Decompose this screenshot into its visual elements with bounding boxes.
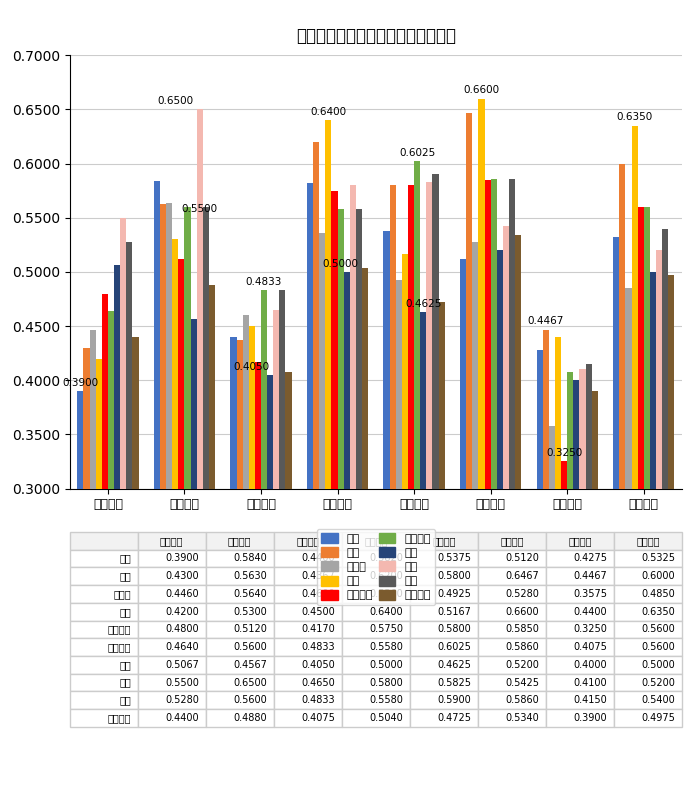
Bar [509, 179, 515, 788]
Bar [120, 217, 126, 788]
Bar [344, 272, 350, 788]
Bar [549, 426, 555, 788]
Bar [166, 203, 172, 788]
Bar [84, 348, 90, 788]
Bar [662, 229, 668, 788]
Bar [491, 179, 497, 788]
Bar [95, 359, 102, 788]
Bar [592, 391, 598, 788]
Bar [114, 265, 120, 788]
Bar [650, 272, 656, 788]
Text: 0.4833: 0.4833 [246, 277, 283, 287]
Bar [126, 241, 132, 788]
Bar [325, 120, 331, 788]
Legend: 华能, 正泰, 中广核, 晶奥, 特变电工, 阳光电源, 晶科, 协鑫, 三峡, 国家电投: 华能, 正泰, 中广核, 晶奥, 特变电工, 阳光电源, 晶科, 协鑫, 三峡,… [317, 529, 435, 605]
Bar [230, 337, 237, 788]
Bar [402, 254, 408, 788]
Text: 0.6400: 0.6400 [310, 107, 347, 117]
Text: 0.4467: 0.4467 [528, 316, 564, 326]
Title: 十大企业八大基地投标平均电价对比: 十大企业八大基地投标平均电价对比 [296, 28, 456, 45]
Bar [191, 319, 197, 788]
Bar [432, 174, 438, 788]
Bar [438, 302, 445, 788]
Bar [656, 251, 662, 788]
Bar [473, 241, 478, 788]
Bar [466, 113, 473, 788]
Bar [350, 185, 356, 788]
Text: 0.3250: 0.3250 [546, 448, 583, 459]
Bar [319, 233, 325, 788]
Bar [396, 280, 402, 788]
Text: 0.3900: 0.3900 [62, 377, 98, 388]
Bar [160, 203, 166, 788]
Text: 0.6500: 0.6500 [157, 96, 193, 106]
Bar [503, 226, 509, 788]
Bar [338, 209, 344, 788]
Bar [267, 375, 274, 788]
Bar [255, 362, 261, 788]
Bar [414, 161, 420, 788]
Bar [390, 185, 396, 788]
Bar [209, 285, 215, 788]
Bar [478, 98, 484, 788]
Bar [668, 274, 674, 788]
Bar [331, 191, 338, 788]
Bar [580, 370, 585, 788]
Bar [585, 364, 592, 788]
Bar [626, 288, 631, 788]
Text: 0.4625: 0.4625 [405, 299, 441, 309]
Bar [537, 351, 543, 788]
Bar [356, 209, 362, 788]
Bar [237, 340, 243, 788]
Text: 0.6350: 0.6350 [617, 113, 653, 122]
Text: 0.4050: 0.4050 [234, 362, 270, 372]
Bar [248, 326, 255, 788]
Bar [543, 329, 549, 788]
Bar [408, 185, 414, 788]
Bar [197, 110, 203, 788]
Bar [420, 313, 427, 788]
Bar [497, 251, 503, 788]
Bar [613, 236, 619, 788]
Bar [383, 231, 390, 788]
Bar [619, 164, 626, 788]
Bar [427, 183, 432, 788]
Bar [274, 310, 279, 788]
Bar [362, 268, 368, 788]
Bar [574, 381, 580, 788]
Bar [172, 240, 178, 788]
Text: 0.5000: 0.5000 [323, 258, 358, 269]
Text: 0.6025: 0.6025 [399, 147, 435, 158]
Bar [460, 258, 466, 788]
Bar [102, 294, 108, 788]
Bar [555, 337, 561, 788]
Bar [261, 290, 267, 788]
Bar [285, 372, 292, 788]
Bar [313, 142, 319, 788]
Bar [108, 311, 114, 788]
Bar [644, 206, 650, 788]
Bar [484, 180, 491, 788]
Bar [631, 125, 638, 788]
Bar [515, 235, 521, 788]
Bar [154, 181, 160, 788]
Bar [561, 462, 567, 788]
Bar [132, 337, 139, 788]
Bar [90, 330, 95, 788]
Bar [77, 391, 84, 788]
Bar [178, 258, 184, 788]
Bar [203, 206, 209, 788]
Bar [279, 290, 285, 788]
Bar [567, 372, 574, 788]
Bar [307, 183, 313, 788]
Text: 0.5500: 0.5500 [182, 204, 218, 214]
Bar [184, 206, 191, 788]
Bar [638, 206, 644, 788]
Bar [243, 315, 248, 788]
Text: 0.6600: 0.6600 [464, 85, 500, 95]
